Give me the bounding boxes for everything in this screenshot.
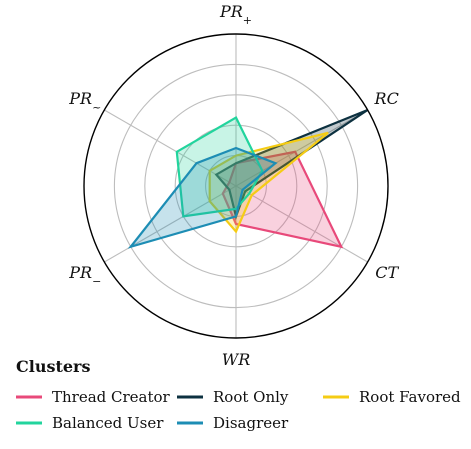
series-root-only (214, 108, 369, 221)
legend-label: Disagreer (213, 414, 289, 432)
legend-label: Root Favored (359, 388, 461, 406)
series (127, 108, 369, 249)
series-disagreer (127, 146, 278, 249)
grid-spoke (104, 109, 237, 187)
legend: Clusters Thread Creator Root Only Root Fav… (16, 357, 461, 432)
axis-label-2: WR (222, 350, 251, 369)
grid (104, 34, 368, 338)
axis-label-5: PR+ (219, 2, 252, 27)
axis-label-1: CT (375, 263, 399, 282)
legend-title: Clusters (16, 357, 90, 376)
outer-circle (83, 33, 389, 339)
grid-spoke (104, 185, 237, 263)
legend-label: Thread Creator (52, 388, 171, 406)
grid-spoke (235, 109, 368, 187)
grid-spoke (235, 185, 368, 263)
legend-label: Balanced User (52, 414, 164, 432)
axis-label-3: PR− (68, 263, 101, 288)
legend-label: Root Only (213, 388, 289, 406)
outer-ring (83, 33, 389, 339)
axis-label-0: RC (374, 89, 399, 108)
series-balanced-user (175, 116, 264, 218)
axis-label-4: PR~ (68, 89, 101, 114)
axis-labels: RC CT WR PR− PR~ PR+ (68, 2, 399, 369)
